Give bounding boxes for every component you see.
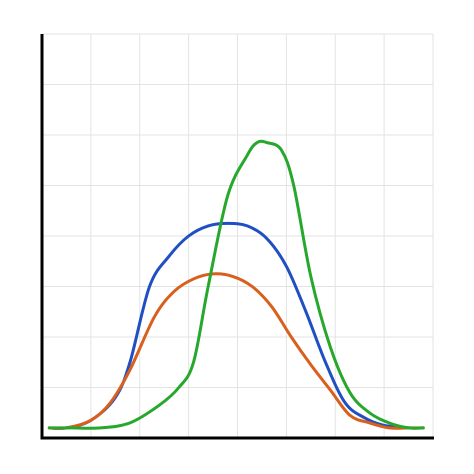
grid-lines [42, 33, 434, 438]
series-line-2 [47, 272, 425, 430]
series-line-3 [47, 139, 425, 430]
series-line-1 [47, 221, 425, 430]
series-lines [47, 139, 425, 430]
